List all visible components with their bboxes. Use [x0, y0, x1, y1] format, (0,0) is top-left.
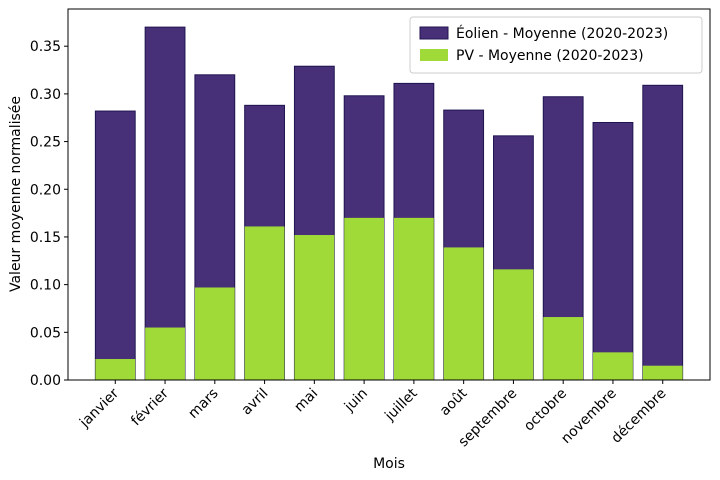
- bar: [493, 269, 534, 380]
- x-tick-label: juin: [341, 386, 371, 416]
- legend-box: [409, 16, 703, 74]
- x-axis-label: Mois: [373, 456, 405, 472]
- x-tick-label: mai: [291, 386, 321, 416]
- bar: [393, 217, 434, 380]
- y-tick-label: 0.00: [30, 373, 61, 389]
- x-tick-label: avril: [239, 386, 272, 419]
- y-tick-label: 0.30: [30, 87, 61, 103]
- y-tick-label: 0.25: [30, 135, 61, 151]
- legend-label: Éolien - Moyenne (2020-2023): [456, 25, 668, 42]
- x-tick-label: février: [128, 385, 172, 429]
- bar: [145, 327, 185, 380]
- y-tick-label: 0.10: [30, 278, 61, 294]
- x-tick-label: octobre: [521, 386, 570, 435]
- bar: [642, 365, 683, 380]
- y-axis-label: Valeur moyenne normalisée: [8, 96, 24, 292]
- bar: [144, 26, 186, 381]
- bar: [443, 247, 484, 380]
- bar: [344, 217, 385, 380]
- plot-frame: [67, 8, 711, 381]
- x-tick-label: mars: [185, 386, 221, 422]
- x-tick-label: janvier: [76, 385, 122, 431]
- x-tick-label: août: [437, 385, 471, 419]
- bar: [95, 359, 136, 380]
- legend-label: PV - Moyenne (2020-2023): [456, 48, 644, 64]
- legend-swatch: [420, 49, 448, 61]
- bar: [543, 317, 584, 380]
- bar: [593, 352, 633, 380]
- bar: [194, 287, 235, 380]
- bar: [592, 121, 634, 381]
- y-tick-label: 0.20: [30, 182, 61, 198]
- bar: [244, 226, 285, 380]
- bar: [642, 84, 684, 381]
- legend-swatch: [419, 26, 449, 40]
- y-tick-label: 0.15: [30, 230, 61, 246]
- y-tick-label: 0.35: [30, 39, 61, 55]
- x-tick-label: juillet: [381, 385, 421, 425]
- y-tick-label: 0.05: [30, 325, 61, 341]
- bar: [294, 235, 335, 380]
- bar: [94, 110, 136, 381]
